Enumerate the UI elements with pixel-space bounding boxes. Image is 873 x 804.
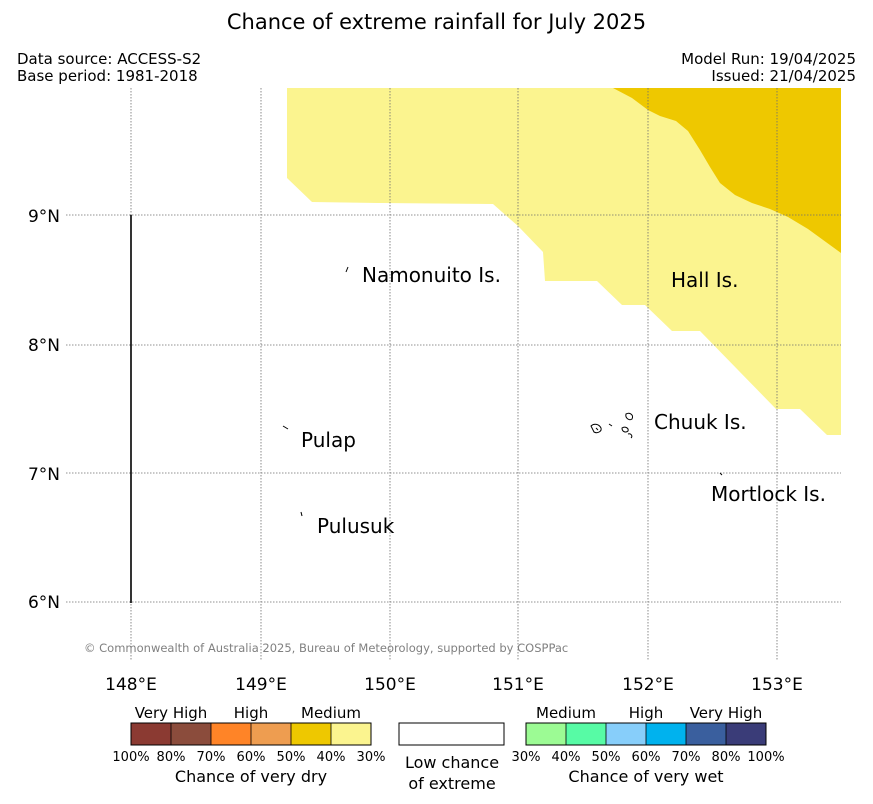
chuuk-outline — [590, 412, 633, 439]
dry-pct-70: 70% — [197, 750, 226, 765]
dry-swatch-medium-1 — [291, 723, 331, 745]
dry-pct-30: 30% — [357, 750, 386, 765]
longitude-labels: 148°E 149°E 150°E 151°E 152°E 153°E — [105, 675, 803, 695]
dry-cat-very-high: Very High — [135, 704, 208, 722]
low-chance-line1: Low chance — [405, 753, 499, 772]
pulusuk-outline — [300, 511, 303, 517]
base-period: Base period: 1981-2018 — [17, 67, 198, 85]
dry-pct-100: 100% — [112, 750, 149, 765]
label-namonuito: Namonuito Is. — [362, 263, 501, 287]
wet-cat-medium: Medium — [536, 704, 596, 722]
mortlock-outline — [719, 472, 723, 476]
wet-cat-high: High — [629, 704, 663, 722]
wet-pct-70: 70% — [672, 750, 701, 765]
dry-pct-60: 60% — [237, 750, 266, 765]
dry-caption: Chance of very dry — [175, 767, 327, 786]
namonuito-outline — [345, 266, 349, 273]
dry-colorbar-frame — [130, 722, 372, 746]
dry-cat-high: High — [234, 704, 268, 722]
wet-pct-50: 50% — [592, 750, 621, 765]
lon-label-148e: 148°E — [105, 675, 157, 695]
wet-swatch-very-high-1 — [686, 723, 726, 745]
wet-colorbar — [525, 722, 767, 746]
wet-swatch-very-high-2 — [726, 723, 766, 745]
label-pulusuk: Pulusuk — [317, 514, 395, 538]
island-names: Namonuito Is. Hall Is. Pulap Chuuk Is. M… — [301, 263, 826, 538]
wet-caption: Chance of very wet — [568, 767, 723, 786]
model-run: Model Run: 19/04/2025 — [681, 50, 856, 68]
lat-label-8n: 8°N — [28, 336, 60, 356]
label-pulap: Pulap — [301, 428, 356, 452]
dry-medium-light-region — [287, 88, 841, 435]
label-mortlock: Mortlock Is. — [711, 482, 826, 506]
dry-pct-40: 40% — [317, 750, 346, 765]
lon-label-153e: 153°E — [751, 675, 803, 695]
wet-pct-30: 30% — [512, 750, 541, 765]
lat-label-6n: 6°N — [28, 593, 60, 613]
lon-label-152e: 152°E — [622, 675, 674, 695]
lat-label-9n: 9°N — [28, 207, 60, 227]
dry-pct-50: 50% — [277, 750, 306, 765]
dry-colorbar — [130, 722, 372, 746]
wet-swatch-high-1 — [606, 723, 646, 745]
dry-swatch-medium-2 — [331, 723, 371, 745]
wet-swatch-medium-2 — [566, 723, 606, 745]
lat-label-7n: 7°N — [28, 465, 60, 485]
wet-pct-100: 100% — [747, 750, 784, 765]
label-hall: Hall Is. — [671, 268, 738, 292]
label-chuuk: Chuuk Is. — [654, 410, 747, 434]
island-outlines — [282, 266, 723, 517]
pulap-outline — [282, 425, 289, 430]
dry-swatch-high-1 — [211, 723, 251, 745]
dry-pct-80: 80% — [157, 750, 186, 765]
dry-medium-dark-region — [613, 88, 841, 253]
probability-shading — [287, 88, 841, 435]
wet-pct-80: 80% — [712, 750, 741, 765]
data-source: Data source: ACCESS-S2 — [17, 50, 202, 68]
wet-colorbar-frame — [525, 722, 767, 746]
legend-text: Very High High Medium 100% 80% 70% 60% 5… — [112, 704, 784, 793]
low-chance-line2: of extreme — [408, 774, 495, 793]
issued-date: Issued: 21/04/2025 — [711, 67, 856, 85]
wet-swatch-high-2 — [646, 723, 686, 745]
dry-swatch-high-2 — [251, 723, 291, 745]
copyright-credit: © Commonwealth of Australia 2025, Bureau… — [84, 641, 568, 655]
dry-swatch-very-high-2 — [171, 723, 211, 745]
lon-label-151e: 151°E — [492, 675, 544, 695]
dry-cat-medium: Medium — [301, 704, 361, 722]
latitude-labels: 9°N 8°N 7°N 6°N — [28, 207, 60, 613]
wet-cat-very-high: Very High — [690, 704, 763, 722]
wet-pct-40: 40% — [552, 750, 581, 765]
dry-swatch-very-high-1 — [131, 723, 171, 745]
lon-label-149e: 149°E — [235, 675, 287, 695]
wet-swatch-medium-1 — [526, 723, 566, 745]
low-chance-swatch — [398, 722, 505, 746]
wet-pct-60: 60% — [632, 750, 661, 765]
map-title: Chance of extreme rainfall for July 2025 — [226, 10, 647, 34]
lon-label-150e: 150°E — [364, 675, 416, 695]
